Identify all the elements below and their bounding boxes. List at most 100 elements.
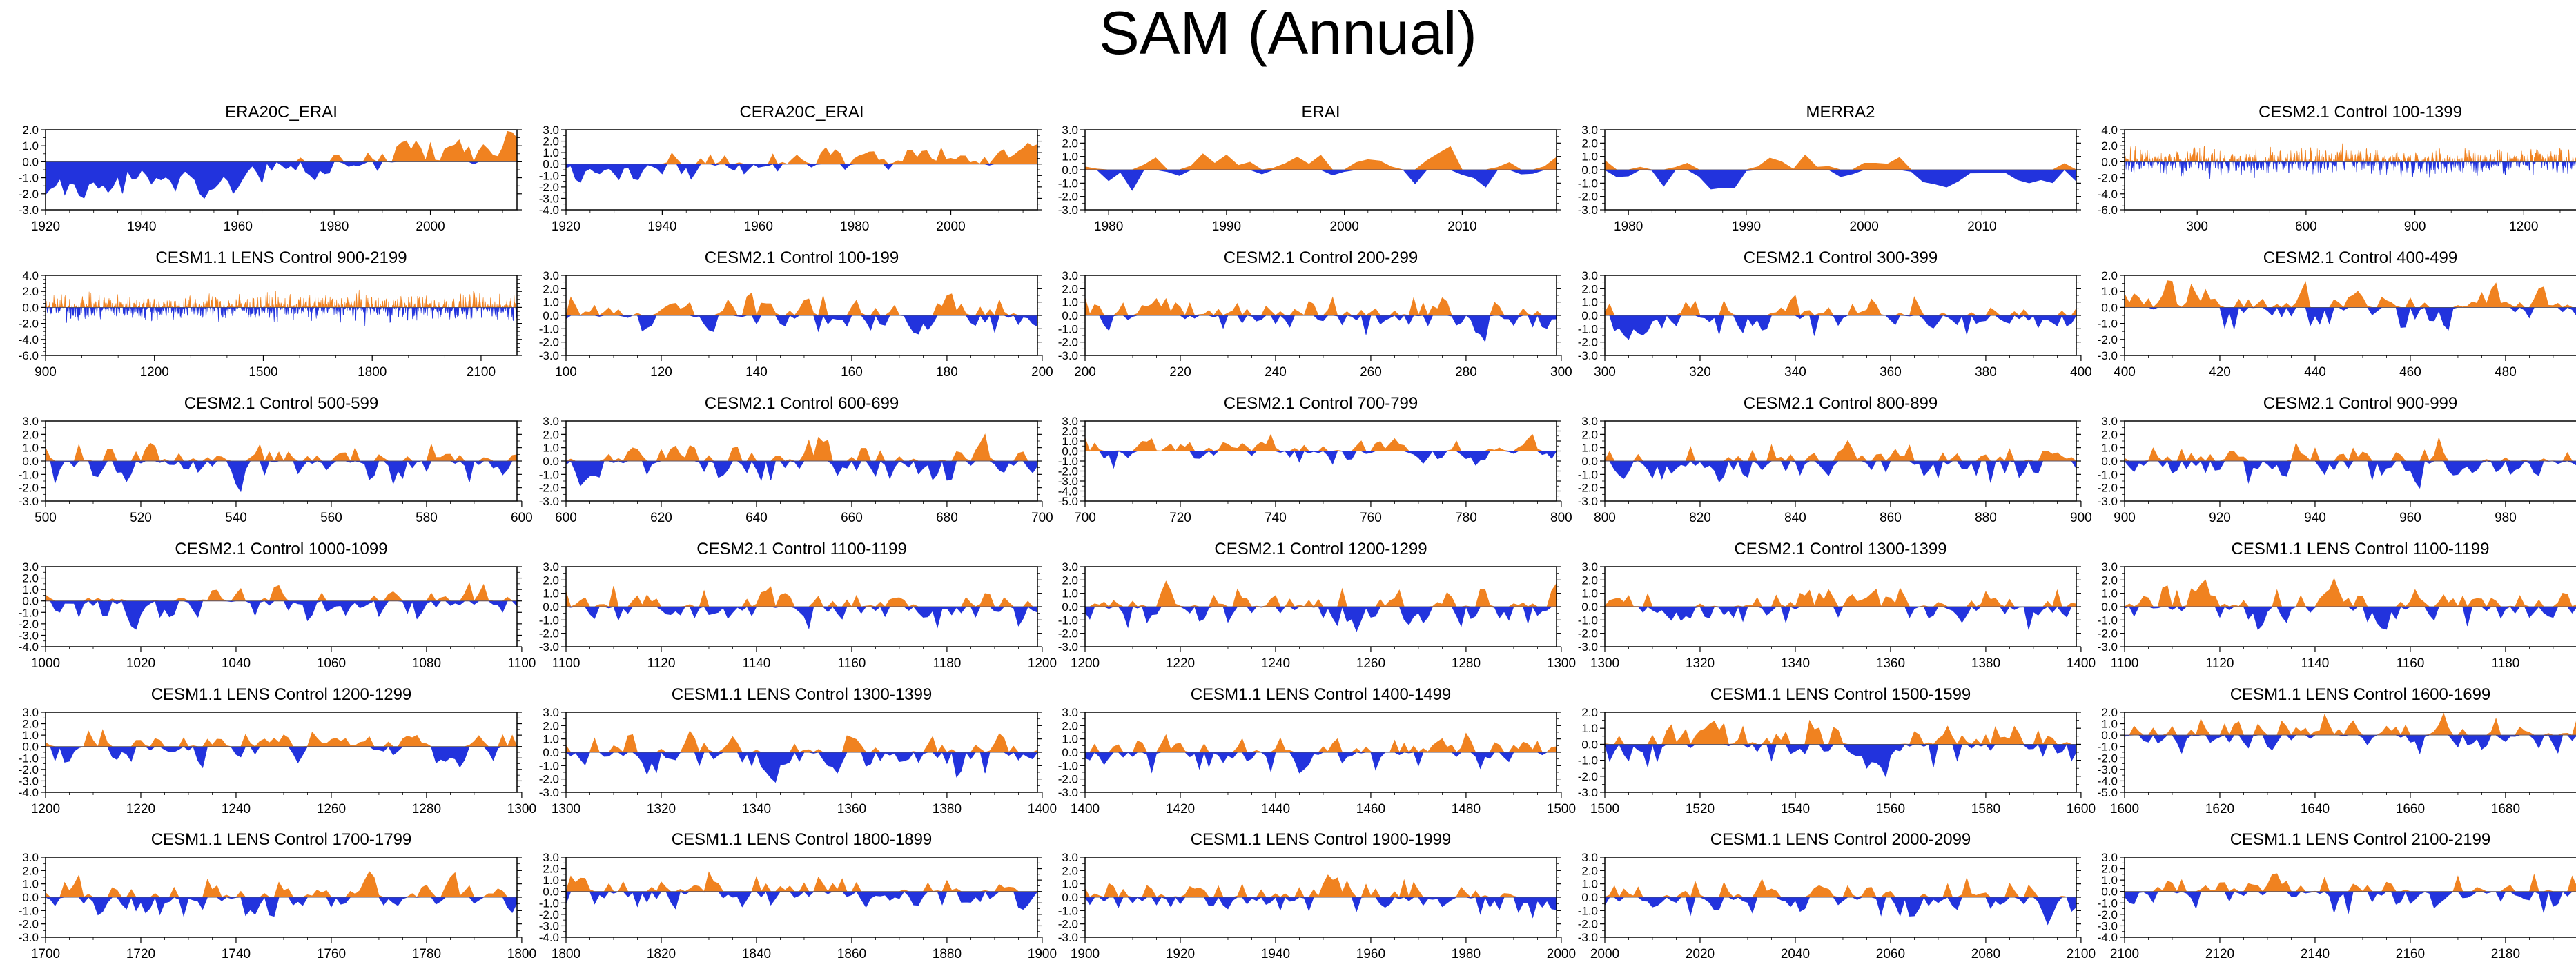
panel-title: CESM1.1 LENS Control 900-2199 [155,248,407,267]
panel-4: MERRA2 3.02.01.00.0-1.0-2.0-3.0 1980 1990 20… [1578,103,2081,234]
x-tick-label: 1680 [2491,802,2520,816]
y-tick-label: 2.0 [22,285,39,298]
negative-area [2125,161,2576,179]
y-tick-label: -1.0 [539,322,559,335]
panel-13: CESM2.1 Control 700-7993.02.01.00.0-1.0-… [1058,394,1572,525]
y-tick-label: 1.0 [1062,587,1078,600]
x-tick-label: 700 [1074,511,1096,525]
y-tick-label: 0.0 [22,301,39,314]
x-tick-label: 1360 [1876,656,1905,671]
x-tick-label: 480 [2495,365,2517,380]
panel-title: CESM2.1 Control 1000-1099 [175,540,387,558]
y-tick-label: -4.0 [19,786,39,799]
y-tick-label: -2.0 [1578,627,1598,640]
x-tick-label: 1300 [507,802,536,816]
y-tick-label: 0.0 [1062,164,1078,177]
x-tick-label: 1360 [837,802,866,816]
x-tick-label: 2020 [1686,947,1715,961]
y-tick-label: 2.0 [2101,706,2118,719]
x-tick-label: 1200 [31,802,60,816]
x-tick-label: 2080 [1971,947,2000,961]
y-tick-label: -2.0 [1058,627,1078,640]
y-tick-label: 1.0 [1062,733,1078,746]
x-tick-label: 740 [1265,511,1287,525]
y-tick-label: 2.0 [1581,574,1598,587]
panel-20: CESM1.1 LENS Control 1100-1199 3.02.01.00… [2098,540,2576,671]
positive-area [565,730,1038,754]
x-tick-label: 1780 [412,947,441,961]
y-tick-label: -2.0 [2098,627,2118,640]
y-tick-label: 2.0 [1062,574,1078,587]
x-tick-label: 400 [2070,365,2092,380]
x-tick-label: 640 [745,511,768,525]
panel-7: CESM2.1 Control 100-1993.02.01.00.0-1.0-… [539,248,1053,380]
negative-area [46,460,517,493]
x-tick-label: 1320 [1686,656,1715,671]
x-tick-label: 1920 [552,219,580,234]
x-tick-label: 2100 [2067,947,2096,961]
y-tick-label: 1.0 [543,733,559,746]
y-tick-label: 1.0 [1062,435,1078,448]
y-tick-label: -1.0 [1578,468,1598,481]
y-tick-label: 3.0 [2101,415,2118,428]
plot-frame [1084,420,1557,502]
positive-area [1604,877,2076,898]
x-tick-label: 2160 [2396,947,2425,961]
y-tick-label: 2.0 [1062,282,1078,295]
y-tick-label: -1.0 [1578,754,1598,767]
x-tick-label: 940 [2304,511,2326,525]
x-tick-label: 1100 [2111,656,2139,671]
panel-title: CESM2.1 Control 1300-1399 [1734,540,1946,558]
y-tick-label: -2.0 [2098,752,2118,765]
x-tick-label: 800 [1550,511,1572,525]
x-tick-label: 1990 [1732,219,1761,234]
x-tick-label: 1600 [2067,802,2096,816]
panel-12: CESM2.1 Control 600-6993.02.01.00.0-1.0-… [539,394,1053,525]
x-tick-label: 840 [1784,511,1806,525]
y-tick-label: -1.0 [539,169,559,182]
y-tick-label: -2.0 [1578,336,1598,349]
y-tick-label: 1.0 [1581,878,1598,891]
y-tick-label: 3.0 [22,851,39,864]
y-tick-label: -1.0 [2098,741,2118,754]
negative-area [565,163,1037,183]
negative-area [2125,306,2576,331]
y-tick-label: -2.0 [1058,190,1078,204]
x-tick-label: 1480 [1452,802,1481,816]
y-tick-label: 3.0 [1062,269,1078,282]
panel-5: CESM2.1 Control 100-1399 4.0 2.0 0.0 -2.0 -4.… [2098,103,2576,234]
y-tick-label: 2.0 [1581,428,1598,441]
y-tick-label: 0.0 [1062,445,1078,458]
x-tick-label: 1160 [838,656,866,671]
x-tick-label: 1500 [248,365,277,380]
x-tick-label: 2100 [2110,947,2139,961]
y-tick-label: 3.0 [543,415,559,428]
y-tick-label: -3.0 [1058,786,1078,799]
y-tick-label: -1.0 [2098,317,2118,331]
panel-title: CESM1.1 LENS Control 1200-1299 [151,685,412,704]
negative-area [565,314,1038,335]
y-tick-label: -2.0 [2098,908,2118,921]
y-tick-label: 1.0 [22,442,39,455]
y-tick-label: -3.0 [19,931,39,944]
y-tick-label: 2.0 [543,863,559,876]
negative-area [46,600,518,630]
x-tick-label: 1200 [140,365,169,380]
x-tick-label: 2000 [416,219,445,234]
x-tick-label: 2100 [467,365,496,380]
positive-area [566,142,1038,165]
negative-area [1604,743,2077,778]
positive-area [2124,143,2576,163]
panel-8: CESM2.1 Control 200-2993.02.01.00.0-1.0-… [1058,248,1572,380]
x-tick-label: 460 [2399,365,2421,380]
y-tick-label: -3.0 [1578,204,1598,217]
y-tick-label: -2.0 [19,482,39,495]
y-tick-label: -3.0 [539,495,559,508]
x-tick-label: 1240 [1261,656,1290,671]
x-tick-label: 1000 [31,656,60,671]
negative-area [45,161,517,199]
y-tick-label: -3.0 [1058,931,1078,944]
x-tick-label: 1500 [1547,802,1576,816]
x-tick-label: 1560 [1876,802,1905,816]
